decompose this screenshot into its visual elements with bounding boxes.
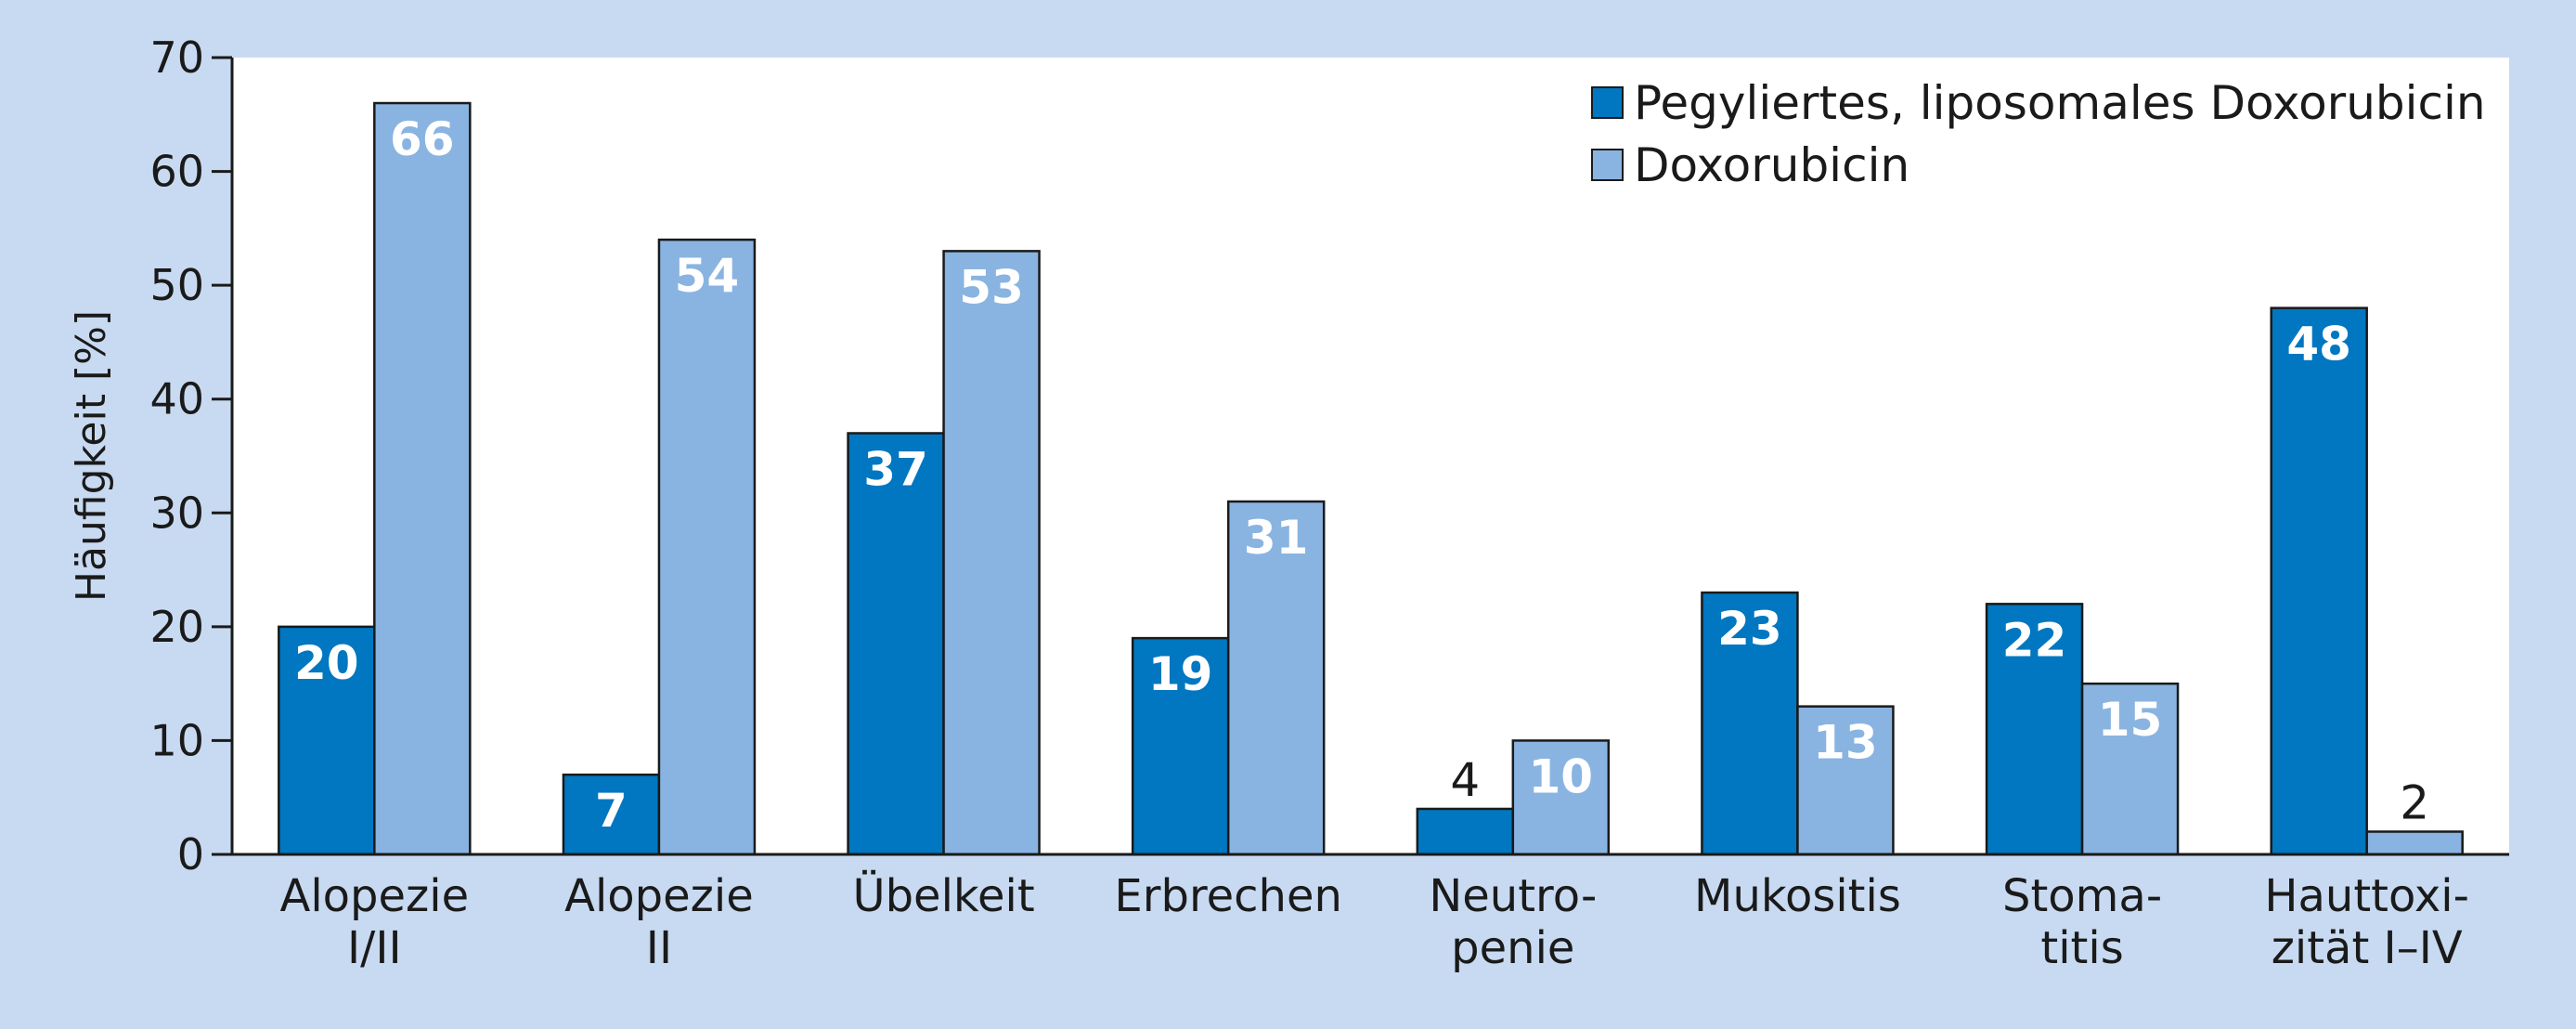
x-tick-label: zität I–IV <box>2272 922 2463 974</box>
data-label: 19 <box>1148 647 1213 701</box>
data-label: 20 <box>294 636 359 690</box>
bar-pegylated-6 <box>1985 603 2084 856</box>
x-tick-label: Übelkeit <box>852 870 1034 922</box>
y-tick-label: 70 <box>149 33 204 83</box>
bar-doxorubicin-7 <box>2365 830 2464 856</box>
legend-swatch <box>1591 86 1624 119</box>
data-label: 23 <box>1717 602 1782 656</box>
x-tick-label: I/II <box>347 922 402 974</box>
data-label: 15 <box>2098 693 2163 747</box>
legend-swatch <box>1591 149 1624 181</box>
y-tick-label: 0 <box>177 829 204 879</box>
x-tick-label: Neutro- <box>1429 870 1597 922</box>
x-tick-label: Alopezie <box>564 870 754 922</box>
y-tick-label: 50 <box>149 260 204 310</box>
data-label: 48 <box>2286 318 2351 371</box>
legend: Pegyliertes, liposomales Doxorubicin Doxo… <box>1591 76 2486 192</box>
x-tick-label: Hauttoxi- <box>2264 870 2469 922</box>
data-label: 2 <box>2400 775 2429 829</box>
data-label: 66 <box>390 112 455 166</box>
data-label: 22 <box>2002 613 2067 667</box>
x-tick-label: penie <box>1451 922 1574 974</box>
y-tick-label: 40 <box>149 374 204 424</box>
legend-label: Pegyliertes, liposomales Doxorubicin <box>1634 76 2486 130</box>
x-tick-label: Alopezie <box>280 870 470 922</box>
bar-pegylated-4 <box>1416 807 1515 856</box>
data-label: 4 <box>1450 753 1480 807</box>
y-axis-title: Häufigkeit [%] <box>68 310 115 602</box>
bar-doxorubicin-2 <box>942 250 1041 856</box>
x-tick-label: Erbrechen <box>1114 870 1342 922</box>
y-tick-label: 20 <box>149 602 204 652</box>
data-label: 13 <box>1813 716 1878 770</box>
bar-pegylated-1 <box>562 773 661 856</box>
y-tick-label: 60 <box>149 147 204 197</box>
data-label: 7 <box>595 784 628 838</box>
legend-label: Doxorubicin <box>1634 138 1909 192</box>
bar-doxorubicin-5 <box>1796 705 1895 856</box>
x-tick-label: Mukositis <box>1694 870 1901 922</box>
data-label: 10 <box>1529 749 1594 803</box>
y-tick-label: 30 <box>149 488 204 538</box>
data-label: 37 <box>863 442 928 496</box>
data-label: 54 <box>675 249 740 303</box>
x-tick-label: Stoma- <box>2002 870 2162 922</box>
bar-pegylated-2 <box>847 432 945 856</box>
x-tick-label: titis <box>2040 922 2123 974</box>
x-tick-label: II <box>646 922 672 974</box>
data-label: 31 <box>1244 511 1309 565</box>
bar-pegylated-3 <box>1131 636 1230 856</box>
bar-doxorubicin-6 <box>2080 682 2180 856</box>
bar-pegylated-0 <box>278 625 376 856</box>
bar-doxorubicin-0 <box>373 101 472 856</box>
data-label: 53 <box>959 260 1024 314</box>
y-tick-label: 10 <box>149 715 204 765</box>
bar-pegylated-7 <box>2270 306 2368 856</box>
bar-doxorubicin-1 <box>657 238 757 856</box>
